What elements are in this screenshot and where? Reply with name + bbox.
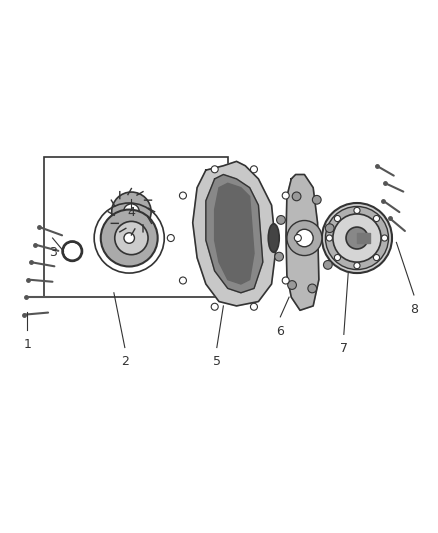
Circle shape bbox=[101, 209, 158, 266]
Circle shape bbox=[325, 224, 334, 232]
Text: 8: 8 bbox=[410, 303, 418, 316]
Circle shape bbox=[374, 254, 380, 261]
Text: 2: 2 bbox=[121, 356, 129, 368]
Circle shape bbox=[288, 281, 297, 289]
Circle shape bbox=[292, 192, 301, 201]
Circle shape bbox=[124, 204, 139, 220]
Circle shape bbox=[276, 215, 285, 224]
Circle shape bbox=[374, 215, 380, 222]
Circle shape bbox=[354, 207, 360, 214]
Bar bbox=[44, 157, 228, 297]
Circle shape bbox=[167, 235, 174, 241]
Text: 3: 3 bbox=[49, 246, 57, 259]
Circle shape bbox=[294, 235, 301, 241]
Text: 1: 1 bbox=[23, 338, 31, 351]
Circle shape bbox=[180, 277, 187, 284]
Text: 5: 5 bbox=[213, 356, 221, 368]
Polygon shape bbox=[215, 183, 254, 284]
Circle shape bbox=[275, 252, 283, 261]
Polygon shape bbox=[193, 161, 276, 306]
Circle shape bbox=[211, 303, 218, 310]
Circle shape bbox=[325, 206, 389, 270]
Circle shape bbox=[64, 243, 80, 259]
Circle shape bbox=[312, 196, 321, 204]
Circle shape bbox=[112, 192, 151, 231]
Circle shape bbox=[346, 227, 368, 249]
Circle shape bbox=[211, 166, 218, 173]
Circle shape bbox=[282, 277, 289, 284]
Circle shape bbox=[251, 303, 258, 310]
Circle shape bbox=[251, 166, 258, 173]
Circle shape bbox=[296, 229, 313, 247]
Circle shape bbox=[282, 192, 289, 199]
Circle shape bbox=[322, 203, 392, 273]
Circle shape bbox=[308, 284, 317, 293]
Circle shape bbox=[180, 192, 187, 199]
Circle shape bbox=[324, 261, 332, 269]
Ellipse shape bbox=[268, 224, 279, 252]
Circle shape bbox=[354, 263, 360, 269]
Text: 6: 6 bbox=[276, 325, 284, 338]
Circle shape bbox=[326, 235, 332, 241]
Circle shape bbox=[115, 221, 148, 255]
Circle shape bbox=[334, 254, 340, 261]
Circle shape bbox=[381, 235, 388, 241]
Circle shape bbox=[333, 214, 381, 262]
Circle shape bbox=[334, 215, 340, 222]
Polygon shape bbox=[206, 174, 263, 293]
Polygon shape bbox=[286, 174, 319, 310]
Text: 4: 4 bbox=[127, 206, 135, 220]
Circle shape bbox=[287, 221, 322, 255]
Circle shape bbox=[124, 233, 134, 243]
Text: 7: 7 bbox=[340, 342, 348, 356]
